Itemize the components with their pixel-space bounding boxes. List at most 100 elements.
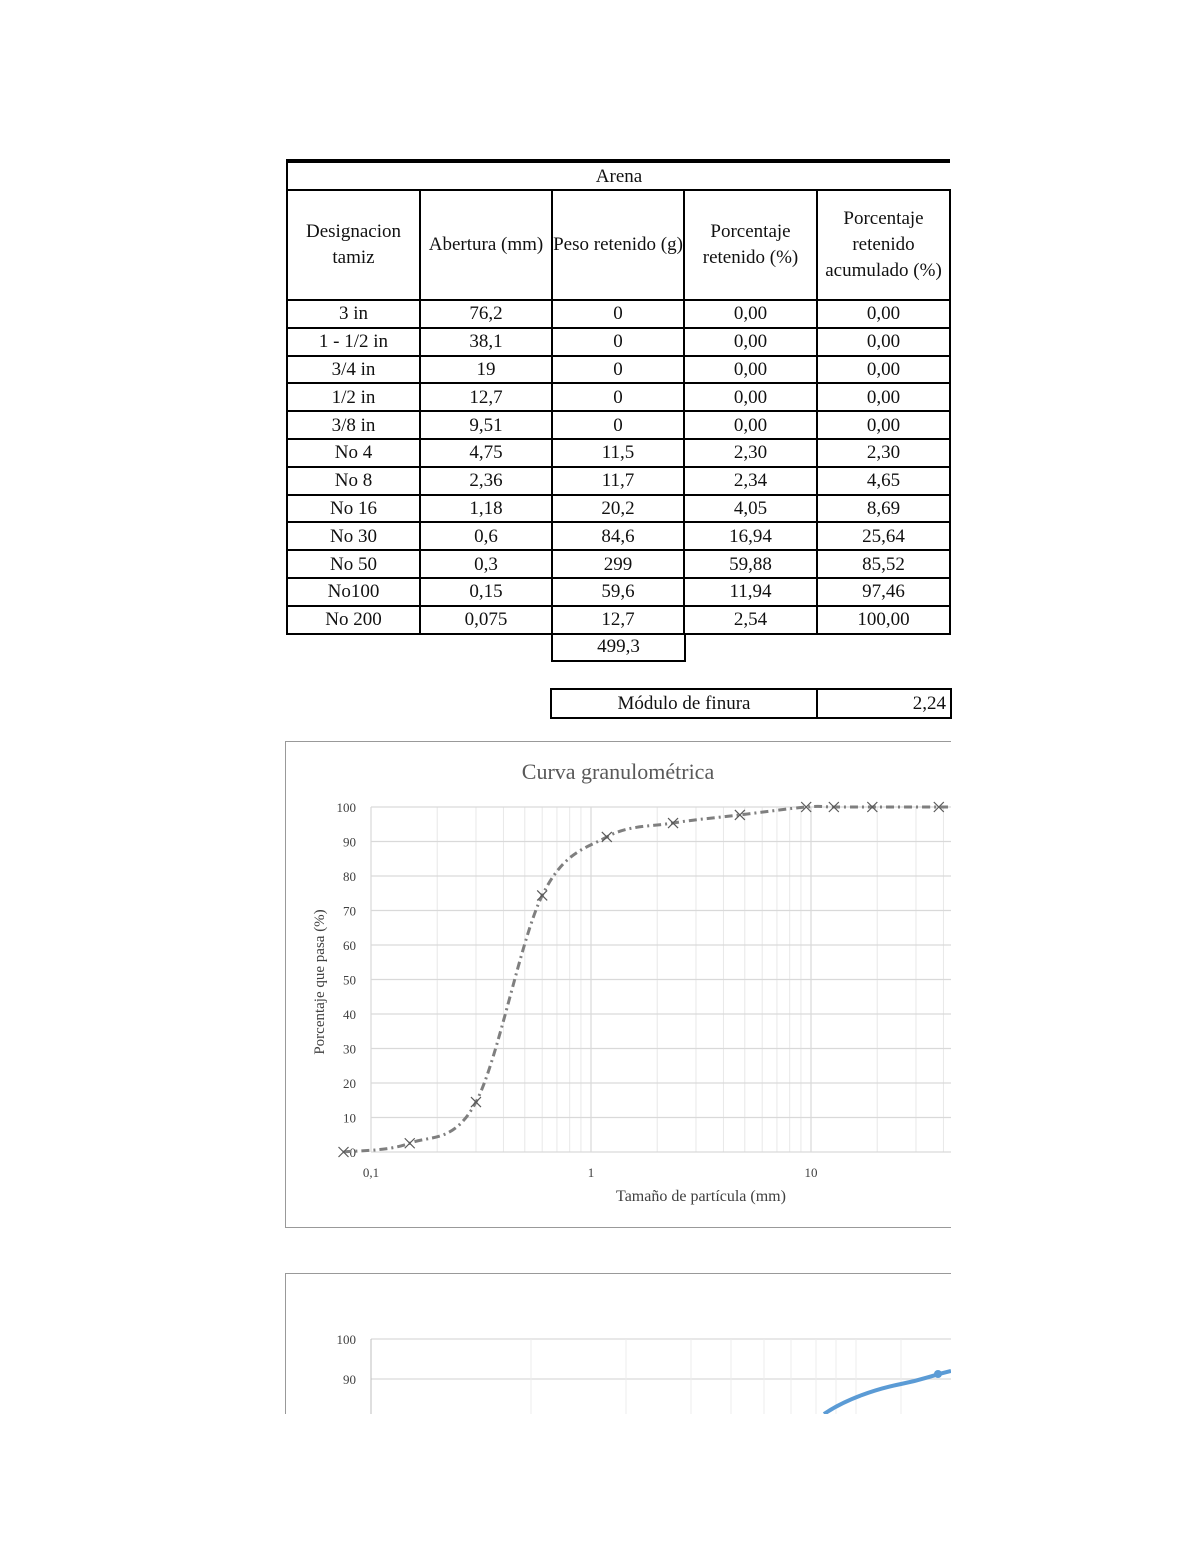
cell-percent: 16,94 xyxy=(683,521,818,552)
y-tick-label: 40 xyxy=(343,1007,356,1022)
cell-opening: 76,2 xyxy=(419,299,553,329)
header-opening: Abertura (mm) xyxy=(419,189,553,301)
data-point-marker xyxy=(404,1137,416,1149)
cell-opening: 12,7 xyxy=(419,382,553,413)
fineness-modulus-row: Módulo de finura 2,24 xyxy=(550,688,952,719)
table-row: No 200 0,075 12,7 2,54 100,00 xyxy=(286,604,951,635)
cell-weight: 0 xyxy=(551,326,685,357)
cell-opening: 9,51 xyxy=(419,410,553,440)
cell-designation: No 30 xyxy=(286,521,421,552)
cell-cumulative: 0,00 xyxy=(816,382,951,413)
fineness-value: 2,24 xyxy=(912,693,946,714)
cell-cumulative: 85,52 xyxy=(816,549,951,579)
table-row: No100 0,15 59,6 11,94 97,46 xyxy=(286,576,951,607)
cell-designation: No100 xyxy=(286,576,421,607)
cell-weight: 0 xyxy=(551,354,685,385)
y-tick-label: 20 xyxy=(343,1076,356,1091)
data-point-marker xyxy=(734,809,746,821)
cell-cumulative: 97,46 xyxy=(816,576,951,607)
total-weight: 499,3 xyxy=(551,633,686,662)
x-axis-title: Tamaño de partícula (mm) xyxy=(616,1188,786,1205)
data-point-marker xyxy=(933,801,945,813)
cell-percent: 2,34 xyxy=(683,465,818,496)
cell-cumulative: 4,65 xyxy=(816,465,951,496)
data-point-marker xyxy=(828,801,840,813)
data-point-marker xyxy=(536,890,548,901)
cell-percent: 0,00 xyxy=(683,354,818,385)
cell-opening: 0,15 xyxy=(419,576,553,607)
table-row: No 4 4,75 11,5 2,30 2,30 xyxy=(286,437,951,468)
data-point-marker xyxy=(667,817,679,829)
y-tick-label: 70 xyxy=(343,904,356,919)
y-tick-label: 80 xyxy=(343,869,356,884)
cell-weight: 84,6 xyxy=(551,521,685,552)
table-row: No 30 0,6 84,6 16,94 25,64 xyxy=(286,521,951,552)
y-tick-label: 30 xyxy=(343,1042,356,1057)
cell-weight: 0 xyxy=(551,410,685,440)
table-row: No 8 2,36 11,7 2,34 4,65 xyxy=(286,465,951,496)
cell-designation: 1/2 in xyxy=(286,382,421,413)
y-tick-label: 50 xyxy=(343,973,356,988)
table-row: 3/4 in 19 0 0,00 0,00 xyxy=(286,354,951,385)
cell-percent: 0,00 xyxy=(683,326,818,357)
cell-designation: 3 in xyxy=(286,299,421,329)
table-row: 1/2 in 12,7 0 0,00 0,00 xyxy=(286,382,951,413)
data-point-marker xyxy=(866,801,878,813)
cell-opening: 0,3 xyxy=(419,549,553,579)
cell-percent: 2,54 xyxy=(683,604,818,635)
y-axis-title: Porcentaje que pasa (%) xyxy=(312,909,328,1054)
cell-opening: 0,6 xyxy=(419,521,553,552)
cell-cumulative: 2,30 xyxy=(816,437,951,468)
x-tick-label: 0,1 xyxy=(363,1165,379,1180)
table-row: 3/8 in 9,51 0 0,00 0,00 xyxy=(286,410,951,440)
cell-designation: No 50 xyxy=(286,549,421,579)
cell-opening: 38,1 xyxy=(419,326,553,357)
y-tick-label: 0 xyxy=(350,1145,357,1160)
cell-designation: 3/4 in xyxy=(286,354,421,385)
cell-weight: 299 xyxy=(551,549,685,579)
cell-opening: 1,18 xyxy=(419,493,553,524)
sieve-analysis-table: Arena Designacion tamiz Abertura (mm) Pe… xyxy=(286,159,951,635)
cell-opening: 4,75 xyxy=(419,437,553,468)
cell-opening: 2,36 xyxy=(419,465,553,496)
header-designation: Designacion tamiz xyxy=(286,189,421,301)
cell-cumulative: 100,00 xyxy=(816,604,951,635)
header-weight: Peso retenido (g) xyxy=(551,189,685,301)
data-point-marker xyxy=(800,801,812,813)
y-tick-label: 60 xyxy=(343,938,356,953)
x-tick-label: 1 xyxy=(588,1165,595,1180)
y-tick-label: 90 xyxy=(343,835,356,850)
header-percent: Porcentaje retenido (%) xyxy=(683,189,818,301)
cell-cumulative: 0,00 xyxy=(816,410,951,440)
grading-curve-chart: Curva granulométrica 0 10 20 30 40 50 60 70 80 90 1… xyxy=(285,741,951,1228)
cell-cumulative: 0,00 xyxy=(816,326,951,357)
cell-percent: 0,00 xyxy=(683,299,818,329)
data-point-marker xyxy=(934,1370,942,1378)
data-point-marker xyxy=(470,1096,482,1108)
cell-percent: 59,88 xyxy=(683,549,818,579)
cell-designation: No 200 xyxy=(286,604,421,635)
second-chart: 100 90 xyxy=(285,1273,951,1414)
header-cumulative: Porcentaje retenido acumulado (%) xyxy=(816,189,951,301)
cell-weight: 0 xyxy=(551,299,685,329)
cell-percent: 0,00 xyxy=(683,410,818,440)
table-row: No 50 0,3 299 59,88 85,52 xyxy=(286,549,951,579)
cell-percent: 11,94 xyxy=(683,576,818,607)
series-line xyxy=(822,1369,951,1414)
cell-weight: 11,5 xyxy=(551,437,685,468)
cell-weight: 20,2 xyxy=(551,493,685,524)
cell-opening: 19 xyxy=(419,354,553,385)
chart-title: Curva granulométrica xyxy=(522,759,715,784)
cell-designation: 1 - 1/2 in xyxy=(286,326,421,357)
cell-opening: 0,075 xyxy=(419,604,553,635)
cell-percent: 0,00 xyxy=(683,382,818,413)
data-point-marker xyxy=(338,1146,349,1158)
x-tick-label: 10 xyxy=(805,1165,818,1180)
y-tick-label: 100 xyxy=(337,800,357,815)
table-row: 1 - 1/2 in 38,1 0 0,00 0,00 xyxy=(286,326,951,357)
cell-cumulative: 0,00 xyxy=(816,299,951,329)
cell-percent: 2,30 xyxy=(683,437,818,468)
table-row: No 16 1,18 20,2 4,05 8,69 xyxy=(286,493,951,524)
cell-cumulative: 0,00 xyxy=(816,354,951,385)
cell-percent: 4,05 xyxy=(683,493,818,524)
